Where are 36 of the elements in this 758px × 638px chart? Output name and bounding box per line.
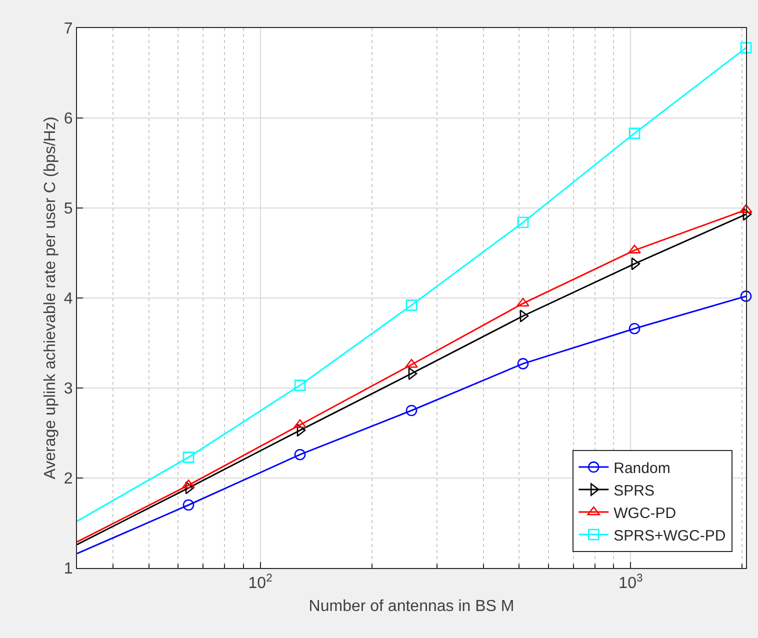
y-tick-label: 3 — [64, 380, 73, 398]
y-tick-label: 6 — [64, 110, 73, 128]
point — [742, 208, 752, 221]
point — [294, 448, 306, 460]
point — [520, 310, 529, 322]
point — [517, 358, 529, 370]
point — [631, 257, 640, 270]
legend-label: SPRS+WGC-PD — [614, 527, 726, 544]
point — [406, 300, 418, 311]
point — [185, 481, 194, 494]
point — [294, 419, 306, 428]
legend-label: WGC-PD — [614, 504, 676, 522]
point — [517, 216, 529, 228]
point — [628, 128, 640, 139]
point — [516, 298, 530, 307]
point — [740, 290, 752, 302]
legend-label: SPRS — [614, 482, 654, 500]
point — [740, 42, 752, 54]
point — [294, 380, 306, 391]
y-tick-label: 5 — [64, 200, 73, 218]
x-tick-label: 10$^{3}$ — [618, 572, 643, 592]
legend-label: Random — [614, 460, 670, 477]
x-tick-label: 10$^{2}$ — [248, 572, 272, 592]
point — [405, 358, 418, 368]
point — [296, 424, 306, 437]
y-tick-label: 4 — [64, 290, 73, 308]
y-tick-label: 7 — [64, 20, 73, 38]
x-axis-title: Number of antennas in BS M — [308, 598, 514, 615]
point — [408, 367, 418, 380]
point — [182, 499, 194, 511]
y-axis-title: Average uplink achievable rate per user C (bps/Hz) — [42, 116, 59, 480]
y-tick-label: 1 — [64, 560, 73, 578]
point — [628, 322, 640, 334]
point — [406, 404, 418, 416]
y-tick-label: 2 — [64, 470, 73, 488]
point — [182, 452, 194, 463]
